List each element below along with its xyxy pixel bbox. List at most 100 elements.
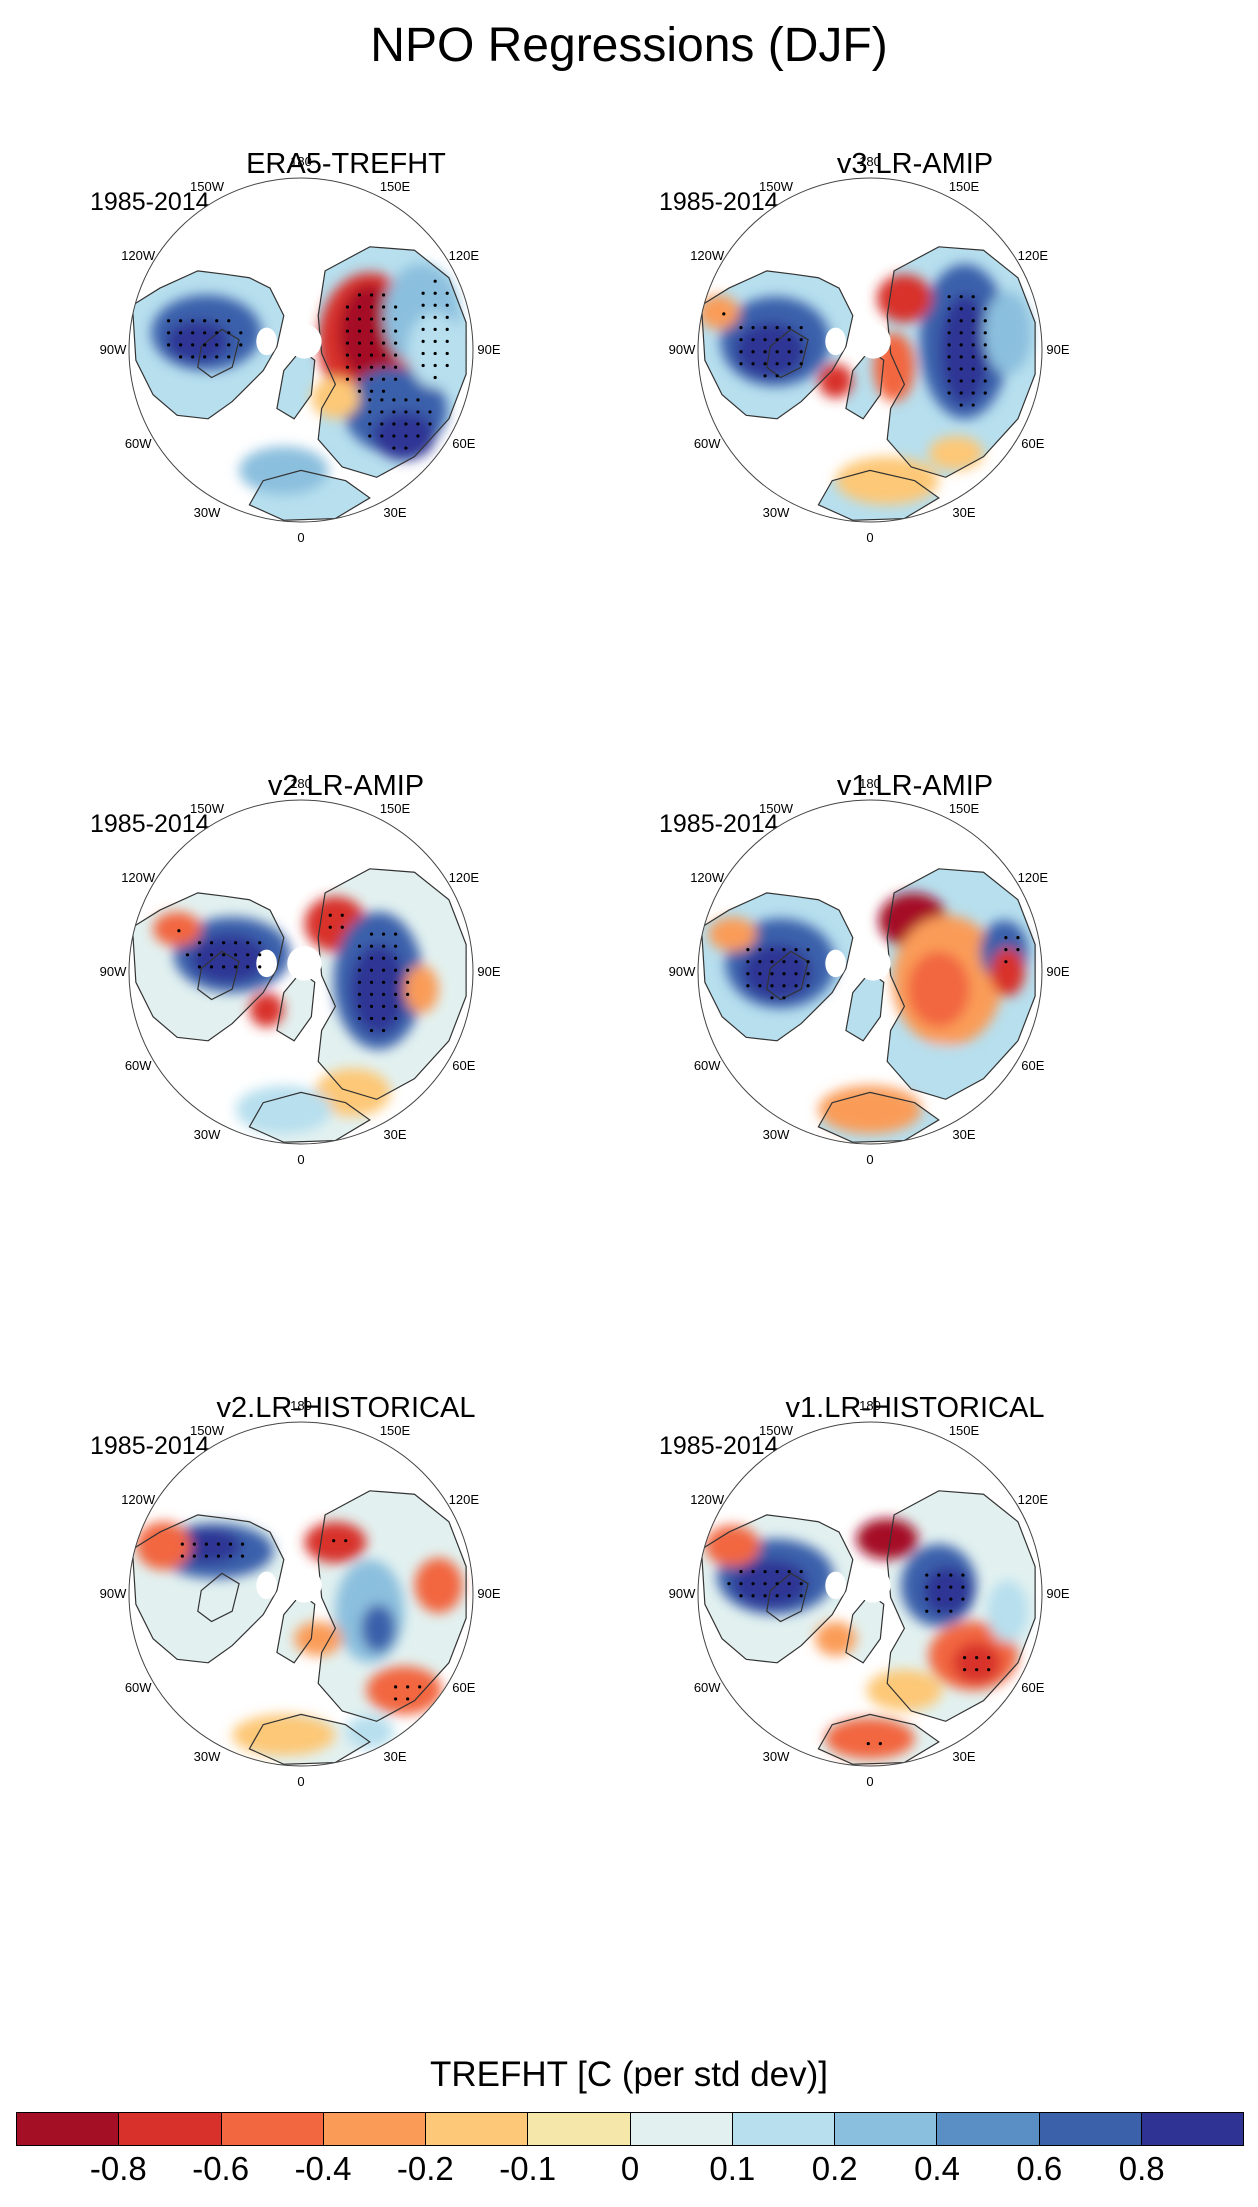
significance-dot xyxy=(381,365,386,369)
significance-dot xyxy=(369,293,374,297)
anomaly-region xyxy=(907,951,970,1028)
longitude-label: 150W xyxy=(759,1423,794,1438)
significance-dot xyxy=(987,1668,991,1672)
significance-dot xyxy=(166,343,171,347)
significance-dot xyxy=(770,996,774,1000)
significance-dot xyxy=(799,362,803,366)
significance-dot xyxy=(947,355,951,359)
anomaly-region xyxy=(940,294,989,406)
significance-dot xyxy=(746,984,750,988)
significance-dot xyxy=(357,293,362,297)
significance-dot xyxy=(215,319,219,323)
significance-dot xyxy=(421,339,425,343)
longitude-label: 30E xyxy=(952,1749,975,1764)
significance-dot xyxy=(959,355,963,359)
significance-dot xyxy=(445,303,449,307)
significance-dot xyxy=(787,1582,791,1586)
panel-title: ERA5-TREFHT xyxy=(246,148,446,180)
significance-dot xyxy=(197,965,202,969)
significance-dot xyxy=(234,965,238,969)
significance-dot xyxy=(369,944,374,948)
land-greenland xyxy=(845,972,884,1041)
significance-dot xyxy=(806,984,810,988)
coastline xyxy=(317,246,467,478)
significance-dot xyxy=(782,984,786,988)
arctic-ocean xyxy=(287,324,322,359)
significance-dot xyxy=(770,972,774,976)
significance-dot xyxy=(394,980,398,984)
colorbar-swatch xyxy=(323,2113,426,2145)
arctic-ocean xyxy=(856,946,891,981)
significance-dot xyxy=(380,434,384,438)
anomaly-region xyxy=(239,446,329,495)
significance-dot xyxy=(381,389,386,393)
longitude-label: 150W xyxy=(190,801,225,816)
longitude-label: 0 xyxy=(866,1152,873,1167)
panel-title: v1.LR-AMIP xyxy=(836,770,994,802)
coastline xyxy=(886,246,1036,478)
significance-dot xyxy=(381,956,386,960)
significance-dot xyxy=(782,960,786,964)
longitude-label: 90E xyxy=(1046,964,1069,979)
coastline xyxy=(197,328,240,379)
significance-dot xyxy=(763,1582,767,1586)
significance-dot xyxy=(369,932,374,936)
coastline xyxy=(197,950,240,1001)
significance-dot xyxy=(959,319,963,323)
significance-dot xyxy=(203,319,207,323)
coastline xyxy=(131,270,285,420)
significance-dot xyxy=(794,972,798,976)
significance-dot xyxy=(357,1016,362,1021)
anomaly-region xyxy=(952,1642,1001,1684)
significance-dot xyxy=(421,291,425,295)
coastline xyxy=(766,328,809,379)
significance-dot xyxy=(445,363,449,368)
significance-dot xyxy=(799,1570,803,1574)
significance-dot xyxy=(357,389,362,393)
significance-dot xyxy=(357,317,362,321)
colorbar-tick-label: -0.4 xyxy=(294,2150,352,2187)
colorbar-swatch xyxy=(528,2113,631,2145)
significance-dot xyxy=(775,350,779,354)
significance-dot xyxy=(404,446,408,450)
significance-dot xyxy=(937,1597,941,1601)
arctic-ocean xyxy=(287,946,322,981)
significance-dot xyxy=(775,338,779,342)
polar-map: 180 150E 120E 90E 60E 30E 0 30W 60W 90W 120W 150W xyxy=(669,776,1070,1167)
significance-dot xyxy=(787,362,791,366)
longitude-label: 150E xyxy=(380,1423,411,1438)
longitude-label: 150W xyxy=(759,179,794,194)
significance-dot xyxy=(332,1539,336,1543)
significance-dot xyxy=(404,422,408,426)
arctic-ocean xyxy=(256,949,277,978)
significance-dot xyxy=(406,1697,410,1701)
significance-dot xyxy=(983,391,987,395)
significance-dot xyxy=(799,326,803,330)
significance-dot xyxy=(191,355,195,359)
significance-dot xyxy=(987,1656,991,1660)
longitude-label: 120W xyxy=(690,870,725,885)
longitude-label: 60W xyxy=(694,436,721,451)
significance-dot xyxy=(794,948,798,952)
coastline xyxy=(817,1091,940,1143)
significance-dot xyxy=(394,1685,398,1689)
colorbar-swatch xyxy=(630,2113,733,2145)
significance-dot xyxy=(204,1542,208,1546)
significance-dot xyxy=(787,1570,791,1574)
anomaly-region xyxy=(235,1085,332,1134)
longitude-label: 30E xyxy=(383,505,406,520)
panel-era5-trefht: ERA5-TREFHT 1985-2014 180 150E 120E 90E 60E 3… xyxy=(56,148,636,768)
coastline xyxy=(817,1713,940,1765)
significance-dot xyxy=(937,1609,941,1613)
anomaly-region xyxy=(373,411,436,461)
panel-v3-lr-amip: v3.LR-AMIP 1985-2014 180 150E 120E 90E 60E 30… xyxy=(625,148,1205,768)
anomaly-region xyxy=(407,312,463,388)
longitude-label: 150W xyxy=(759,801,794,816)
longitude-label: 0 xyxy=(297,1152,304,1167)
significance-dot xyxy=(416,434,420,438)
significance-dot xyxy=(794,984,798,988)
significance-dot xyxy=(433,279,437,283)
significance-dot xyxy=(947,307,951,311)
significance-dot xyxy=(357,1004,362,1008)
longitude-label: 30E xyxy=(952,505,975,520)
